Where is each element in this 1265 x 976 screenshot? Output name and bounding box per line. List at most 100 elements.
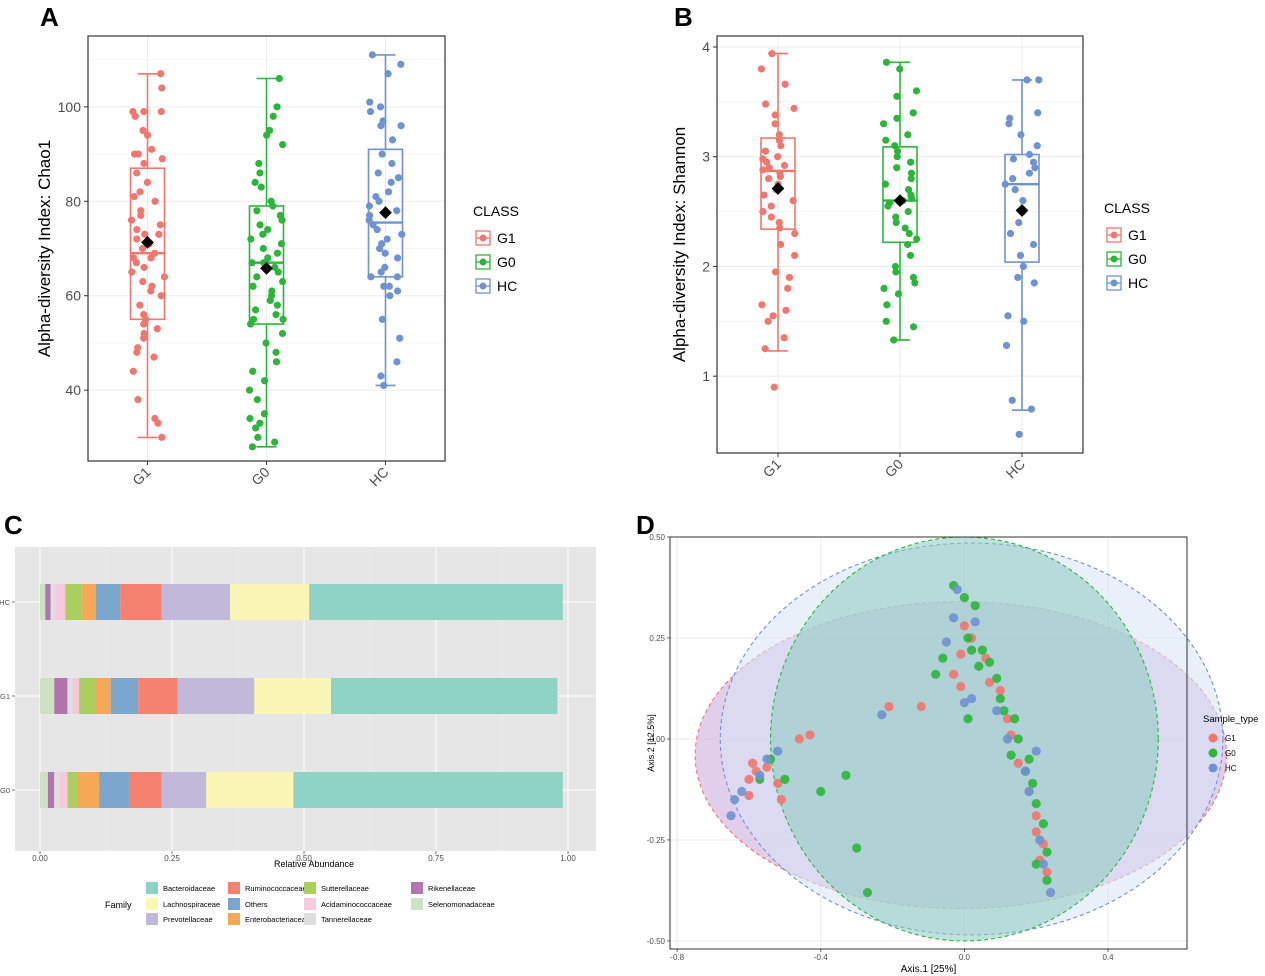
data-point: [891, 142, 899, 150]
data-point: [386, 292, 394, 300]
data-point: [158, 433, 166, 441]
data-point: [907, 175, 915, 183]
legend-label: G0: [1225, 749, 1236, 758]
x-tick-label: 0.0: [959, 953, 971, 962]
legend-key: [304, 913, 316, 925]
data-point: [768, 49, 776, 58]
data-point: [907, 169, 916, 177]
data-point: [139, 277, 147, 286]
data-point: [138, 244, 147, 253]
bar-segment: [67, 772, 79, 808]
sample-point-hc: [1020, 766, 1031, 776]
legend-key: [1208, 763, 1218, 773]
sample-point-g1: [984, 677, 995, 688]
legend-label: Prevotellaceae: [163, 915, 213, 924]
data-point: [393, 358, 401, 366]
data-point: [881, 180, 889, 188]
data-point: [893, 114, 901, 122]
data-point: [776, 172, 784, 181]
legend-key: [146, 898, 158, 910]
data-point: [770, 383, 778, 391]
data-point: [133, 169, 141, 177]
data-point: [141, 230, 149, 238]
plot-border: [716, 35, 1084, 454]
legend-item: Bacteroidaceae: [146, 882, 215, 894]
data-point: [246, 320, 255, 328]
data-point: [882, 136, 890, 144]
data-point: [909, 109, 917, 117]
data-point: [1016, 251, 1025, 260]
data-point: [279, 277, 287, 286]
data-point: [394, 287, 402, 295]
sample-point-g0: [841, 770, 851, 780]
y-tick-label: 1: [702, 368, 710, 384]
data-point: [157, 70, 165, 78]
data-point: [269, 202, 277, 210]
data-point: [890, 336, 898, 344]
data-point: [264, 254, 272, 262]
sample-point-g0: [816, 786, 826, 797]
sample-point-g1: [949, 669, 959, 679]
bar-segment: [330, 678, 558, 714]
legend-item: Lachnospiraceae: [146, 898, 220, 910]
legend-label: G1: [497, 230, 516, 246]
panel-label-b: B: [674, 2, 693, 32]
data-point: [904, 186, 913, 194]
panel-label-d: D: [636, 510, 655, 540]
sample-point-hc: [1002, 734, 1013, 744]
iqr-box: [882, 146, 918, 244]
legend-item: Rikenellaceae: [411, 882, 475, 894]
sample-point-hc: [726, 811, 736, 821]
sample-point-hc: [1035, 835, 1045, 845]
sample-point-g0: [974, 661, 984, 671]
legend-key-dot: [1110, 279, 1118, 287]
data-point: [136, 188, 144, 196]
chao1-boxplot: 40 60 80 100 G1 G0 HC Alpha-diversity Index: Ch…: [35, 35, 519, 490]
data-point: [273, 249, 282, 257]
x-tick-label: 0.25: [164, 854, 180, 863]
data-point: [143, 131, 152, 139]
sample-point-g1: [1031, 827, 1041, 837]
data-point: [776, 224, 784, 232]
legend-item: Enterobacteriaceae: [228, 913, 310, 925]
legend: Sample_type G1 G0 HC: [1203, 714, 1258, 773]
data-point: [260, 377, 269, 385]
sample-point-g0: [963, 714, 973, 724]
data-point: [277, 240, 286, 248]
sample-point-g1: [1031, 811, 1041, 821]
data-point: [761, 100, 770, 108]
legend-title: Family: [105, 900, 132, 910]
data-point: [153, 325, 161, 333]
data-point: [1009, 155, 1017, 163]
sample-point-hc: [966, 693, 977, 704]
data-point: [252, 306, 260, 314]
data-point: [894, 290, 903, 298]
data-point: [130, 150, 139, 158]
legend-label: G1: [1225, 734, 1236, 743]
y-tick-label: 3: [702, 149, 710, 165]
data-point: [376, 103, 385, 111]
legend-label: HC: [497, 278, 517, 294]
x-tick-label: HC: [366, 464, 392, 490]
y-tick-label: 40: [65, 382, 81, 398]
legend-item: Acidaminococcaceae: [304, 898, 392, 910]
bar-segment: [47, 772, 55, 808]
data-point: [893, 92, 901, 100]
data-point: [907, 158, 915, 166]
legend: CLASS G1 G0 HC: [1104, 200, 1150, 291]
mean-marker: [141, 235, 154, 249]
data-point: [901, 224, 909, 232]
legend-key-dot: [479, 234, 487, 242]
data-point: [880, 284, 888, 292]
legend-item: Prevotellaceae: [146, 913, 213, 925]
box-g1: [127, 70, 169, 441]
y-tick-label: 0.25: [649, 634, 665, 643]
data-point: [259, 244, 267, 253]
data-point: [248, 259, 256, 267]
sample-point-hc: [737, 786, 747, 797]
data-point: [254, 433, 262, 441]
data-point: [769, 312, 777, 320]
y-tick-label: G0: [0, 786, 10, 795]
legend-key: [1208, 748, 1218, 758]
sample-point-g1: [1002, 714, 1013, 724]
